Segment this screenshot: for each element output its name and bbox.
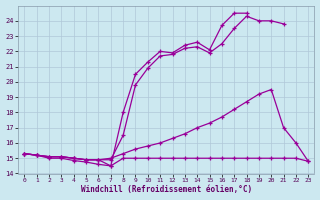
X-axis label: Windchill (Refroidissement éolien,°C): Windchill (Refroidissement éolien,°C): [81, 185, 252, 194]
